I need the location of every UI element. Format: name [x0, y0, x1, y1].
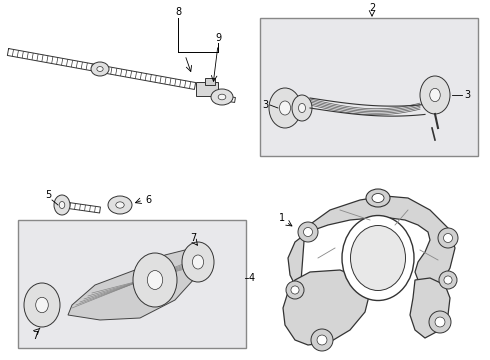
Text: 2: 2	[369, 3, 375, 13]
Circle shape	[303, 228, 313, 237]
Ellipse shape	[147, 271, 163, 289]
Circle shape	[444, 276, 452, 284]
Text: 5: 5	[45, 190, 51, 200]
Text: 1: 1	[279, 213, 285, 223]
Text: 4: 4	[249, 273, 255, 283]
Circle shape	[438, 228, 458, 248]
Circle shape	[435, 317, 445, 327]
Ellipse shape	[420, 76, 450, 114]
Circle shape	[429, 311, 451, 333]
Ellipse shape	[372, 194, 384, 202]
Polygon shape	[68, 250, 200, 320]
Ellipse shape	[279, 101, 291, 115]
Text: 3: 3	[262, 100, 268, 110]
Ellipse shape	[116, 202, 124, 208]
Circle shape	[439, 271, 457, 289]
Ellipse shape	[298, 103, 305, 113]
Ellipse shape	[342, 216, 414, 301]
Circle shape	[311, 329, 333, 351]
Ellipse shape	[182, 242, 214, 282]
Text: 6: 6	[145, 195, 151, 205]
Ellipse shape	[36, 297, 49, 313]
Text: 3: 3	[464, 90, 470, 100]
Polygon shape	[283, 270, 370, 345]
Ellipse shape	[218, 94, 226, 100]
Circle shape	[291, 286, 299, 294]
Ellipse shape	[193, 255, 204, 269]
Circle shape	[317, 335, 327, 345]
Text: 7: 7	[32, 331, 38, 341]
Bar	[205, 78, 215, 85]
Ellipse shape	[269, 88, 301, 128]
Circle shape	[443, 234, 452, 243]
Ellipse shape	[24, 283, 60, 327]
Ellipse shape	[54, 195, 70, 215]
Text: 9: 9	[215, 33, 221, 43]
Text: 8: 8	[175, 7, 181, 17]
Polygon shape	[410, 278, 450, 338]
Polygon shape	[288, 196, 455, 295]
Ellipse shape	[211, 89, 233, 105]
Bar	[196, 82, 218, 96]
Ellipse shape	[59, 202, 65, 208]
Bar	[260, 18, 478, 156]
Ellipse shape	[430, 88, 440, 102]
Circle shape	[298, 222, 318, 242]
Ellipse shape	[366, 189, 390, 207]
Ellipse shape	[133, 253, 177, 307]
Text: 7: 7	[190, 233, 196, 243]
Circle shape	[286, 281, 304, 299]
Ellipse shape	[292, 95, 312, 121]
Bar	[18, 220, 246, 348]
Ellipse shape	[350, 225, 406, 291]
Ellipse shape	[97, 67, 103, 71]
Ellipse shape	[108, 196, 132, 214]
Ellipse shape	[91, 62, 109, 76]
